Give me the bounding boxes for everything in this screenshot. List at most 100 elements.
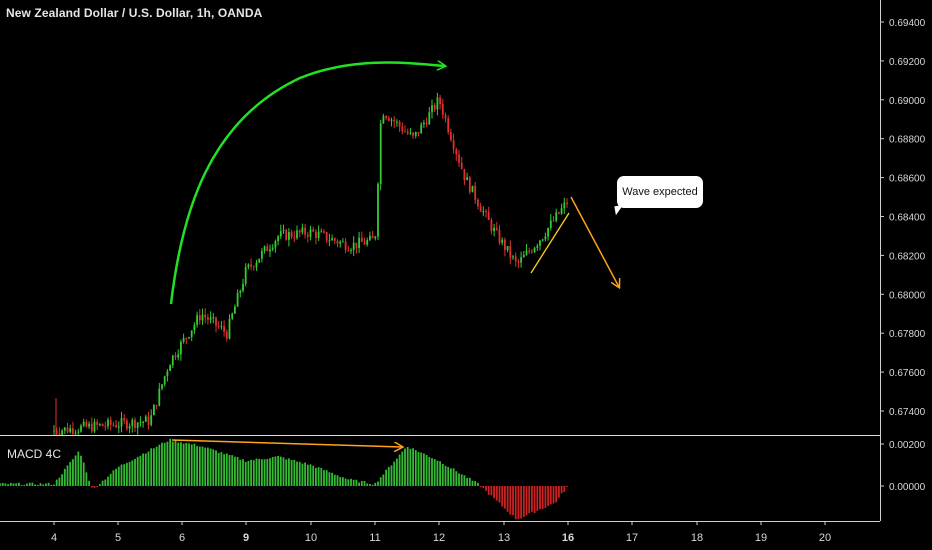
candle-body [136,422,139,428]
macd-bar [490,486,493,496]
macd-bar [90,486,93,488]
candle-body [404,131,406,133]
macd-bar [177,442,180,486]
candle-body [128,426,131,429]
macd-bar [109,473,112,486]
macd-bar [328,472,331,486]
candle-body [358,237,360,248]
candle-body [317,231,320,238]
candle-body [104,426,107,428]
macd-bar [288,458,290,486]
wave-expected-callout[interactable]: Wave expected [617,176,703,208]
macd-bar [250,459,252,486]
macd-bar [255,458,258,486]
time-tick-label: 18 [691,532,703,544]
candle-body [493,227,495,232]
candle-body [441,104,444,116]
candle-body [209,317,212,320]
macd-bar [487,486,490,495]
macd-bar [31,482,34,486]
candle-body [85,421,88,427]
candle-body [396,121,398,123]
macd-bar [458,473,460,486]
macd-tick-label: 0.00200 [889,440,926,451]
macd-bar [215,450,217,486]
candle-body [72,428,74,434]
candle-body [474,185,477,200]
candle-body [88,423,90,427]
macd-bar [55,479,58,486]
macd-bar [336,475,339,486]
candle-body [463,168,466,181]
candle-body [139,422,142,424]
macd-bar [423,453,425,486]
candle-body [342,241,344,243]
macd-bar [171,441,174,486]
candle-body [58,433,61,435]
candle-body [198,315,201,321]
macd-bar [158,444,161,486]
macd-bar [150,448,153,486]
candle-body [398,121,401,127]
macd-bar [436,460,439,486]
price-tick-label: 0.69400 [889,18,926,29]
candle-body [215,317,217,326]
candle-body [155,405,158,407]
macd-bar [360,480,363,486]
macd-bar [358,482,360,486]
candle-body [501,239,504,243]
macd-bar [468,477,471,486]
candle-body [468,177,471,193]
macd-bar [420,452,423,486]
candle-body [250,264,252,267]
macd-bar [228,455,231,486]
candle-body [236,292,239,307]
macd-bar [50,484,53,486]
macd-bar [323,470,325,486]
time-tick-label: 17 [626,532,638,544]
macd-bar [136,456,139,486]
candle-body [525,250,528,255]
macd-bar [274,456,277,486]
macd-bar [563,486,566,492]
macd-bar [99,484,101,486]
candle-body [212,317,215,319]
macd-bar [142,453,144,486]
macd-bar [263,459,266,486]
candle-body [290,232,293,237]
macd-bar [180,442,182,486]
macd-bar [555,486,558,503]
macd-bar [153,448,155,486]
price-tick-label: 0.67400 [889,407,926,418]
macd-bar [225,453,228,486]
macd-bar [63,468,66,486]
candle-body [487,211,490,220]
candle-body [66,427,69,433]
macd-bar [96,486,99,488]
yellow-trend-line [530,212,570,274]
macd-bar [398,454,401,486]
macd-bar [479,486,482,488]
macd-bar [82,462,85,486]
macd-bar [301,463,304,486]
candle-body [288,232,290,240]
candle-body [536,245,539,248]
candle-body [96,421,99,425]
candle-body [460,162,463,169]
candle-body [271,247,274,250]
price-tick-label: 0.68800 [889,135,926,146]
macd-bar [39,483,42,486]
macd-indicator-label[interactable]: MACD 4C [7,447,62,461]
macd-bar [352,479,355,486]
candle-body [366,240,369,245]
candle-body [417,132,420,134]
candle-body [274,241,277,248]
macd-bar [126,462,128,486]
candle-body [279,231,282,237]
candle-body [61,430,63,435]
candle-body [447,118,450,133]
candle-body [69,428,72,433]
macd-bar [282,457,285,486]
macd-bar [504,486,506,509]
